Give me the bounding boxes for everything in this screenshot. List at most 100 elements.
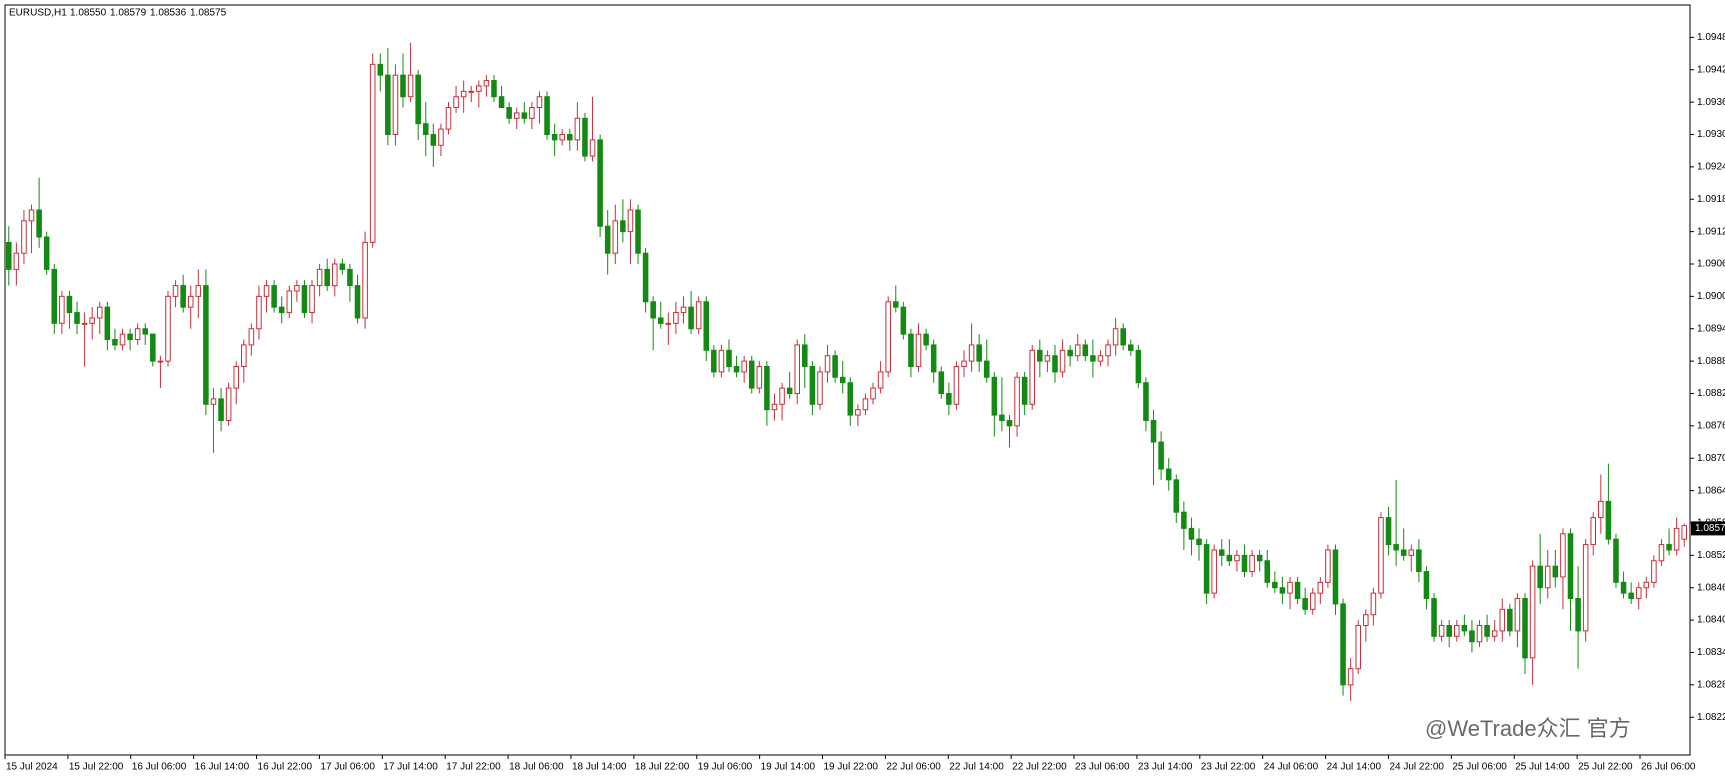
- candle-body: [400, 74, 406, 98]
- candle-body: [551, 133, 558, 141]
- x-tick-label: 23 Jul 06:00: [1075, 762, 1130, 773]
- candle-body: [96, 306, 103, 319]
- x-tick-label: 23 Jul 14:00: [1138, 762, 1193, 773]
- candle-body: [316, 268, 323, 287]
- y-tick-label: 1.0840: [1697, 615, 1725, 626]
- candle-body: [1188, 527, 1195, 540]
- candle-body: [28, 209, 35, 222]
- y-tick-label: 1.0846: [1697, 582, 1725, 593]
- candle-body: [1635, 587, 1642, 600]
- candle-body: [1196, 538, 1202, 546]
- candle-body: [1423, 571, 1430, 600]
- x-tick-label: 22 Jul 14:00: [949, 762, 1004, 773]
- candle-body: [180, 285, 186, 308]
- candle-body: [1469, 630, 1475, 643]
- candle-body: [726, 349, 732, 368]
- candle-body: [1673, 527, 1680, 551]
- candle-body: [1590, 517, 1597, 546]
- candle-body: [134, 328, 141, 341]
- candle-body: [1507, 608, 1513, 632]
- candle-body: [620, 220, 626, 233]
- candle-body: [1302, 598, 1308, 610]
- candle-body: [961, 360, 967, 368]
- y-tick-label: 1.0912: [1697, 226, 1725, 237]
- candle-body: [1317, 581, 1324, 594]
- x-tick-label: 25 Jul 14:00: [1515, 762, 1570, 773]
- candle-body: [483, 80, 490, 87]
- x-tick-label: 18 Jul 14:00: [572, 762, 627, 773]
- y-tick-label: 1.0864: [1697, 485, 1725, 496]
- candle-body: [1522, 598, 1528, 659]
- y-tick-label: 1.0924: [1697, 162, 1725, 173]
- candle-body: [1476, 625, 1483, 643]
- y-tick-label: 1.0930: [1697, 129, 1725, 140]
- candle-body: [445, 107, 452, 130]
- candle-body: [627, 209, 634, 233]
- candle-body: [13, 252, 20, 270]
- candle-body: [248, 328, 255, 346]
- candle-body: [794, 344, 800, 394]
- x-tick-label: 19 Jul 14:00: [761, 762, 816, 773]
- candle-body: [1067, 349, 1073, 357]
- candle-body: [218, 398, 224, 421]
- candle-body: [1567, 533, 1574, 600]
- candle-body: [1454, 625, 1460, 637]
- candle-body: [930, 344, 937, 373]
- candle-body: [369, 63, 376, 243]
- header-value: 1.08550: [70, 8, 107, 19]
- candle-body: [104, 306, 111, 341]
- candle-body: [642, 252, 649, 303]
- candle-body: [81, 322, 88, 325]
- candle-body: [839, 376, 846, 384]
- candle-body: [1340, 603, 1346, 686]
- candle-body: [513, 112, 520, 119]
- candle-body: [187, 295, 194, 308]
- candle-body: [407, 74, 414, 98]
- candle-body: [1552, 565, 1559, 578]
- candle-body: [824, 355, 831, 373]
- candle-body: [1264, 560, 1271, 583]
- candle-body: [362, 241, 368, 319]
- candle-body: [817, 371, 823, 405]
- candle-body: [1537, 565, 1543, 589]
- candle-body: [1052, 355, 1058, 373]
- candle-body: [582, 117, 588, 157]
- watermark: @WeTrade众汇 官方: [1425, 716, 1631, 741]
- candle-body: [1605, 500, 1612, 540]
- candle-body: [66, 295, 73, 314]
- candle-body: [1309, 592, 1316, 610]
- candle-body: [301, 285, 308, 314]
- candle-body: [1097, 355, 1104, 362]
- candle-body: [1158, 441, 1164, 470]
- x-tick-label: 16 Jul 22:00: [258, 762, 313, 773]
- candle-body: [1393, 544, 1399, 551]
- candle-body: [521, 112, 528, 119]
- candle-body: [1416, 549, 1422, 573]
- y-tick-label: 1.0888: [1697, 356, 1725, 367]
- candle-body: [1006, 419, 1013, 427]
- candle-body: [1666, 544, 1672, 551]
- candle-body: [271, 285, 277, 308]
- candle-body: [741, 360, 747, 373]
- candle-body: [377, 63, 384, 76]
- x-tick-label: 19 Jul 22:00: [824, 762, 879, 773]
- candle-body: [1143, 382, 1149, 421]
- candle-body: [1029, 349, 1036, 405]
- candle-body: [923, 333, 929, 346]
- candle-body: [1082, 344, 1089, 357]
- candle-body: [900, 306, 907, 335]
- candle-body: [559, 133, 565, 141]
- candle-body: [142, 328, 149, 335]
- candle-body: [688, 306, 694, 330]
- candle-body: [1620, 581, 1627, 594]
- candle-body: [1325, 549, 1331, 583]
- candle-body: [195, 285, 202, 297]
- candle-body: [332, 263, 338, 287]
- candle-body: [991, 376, 998, 416]
- candle-body: [597, 139, 603, 227]
- x-tick-label: 18 Jul 22:00: [635, 762, 690, 773]
- candle-body: [1651, 560, 1657, 583]
- candle-body: [779, 387, 785, 405]
- candle-body: [339, 263, 346, 270]
- y-tick-label: 1.0882: [1697, 388, 1725, 399]
